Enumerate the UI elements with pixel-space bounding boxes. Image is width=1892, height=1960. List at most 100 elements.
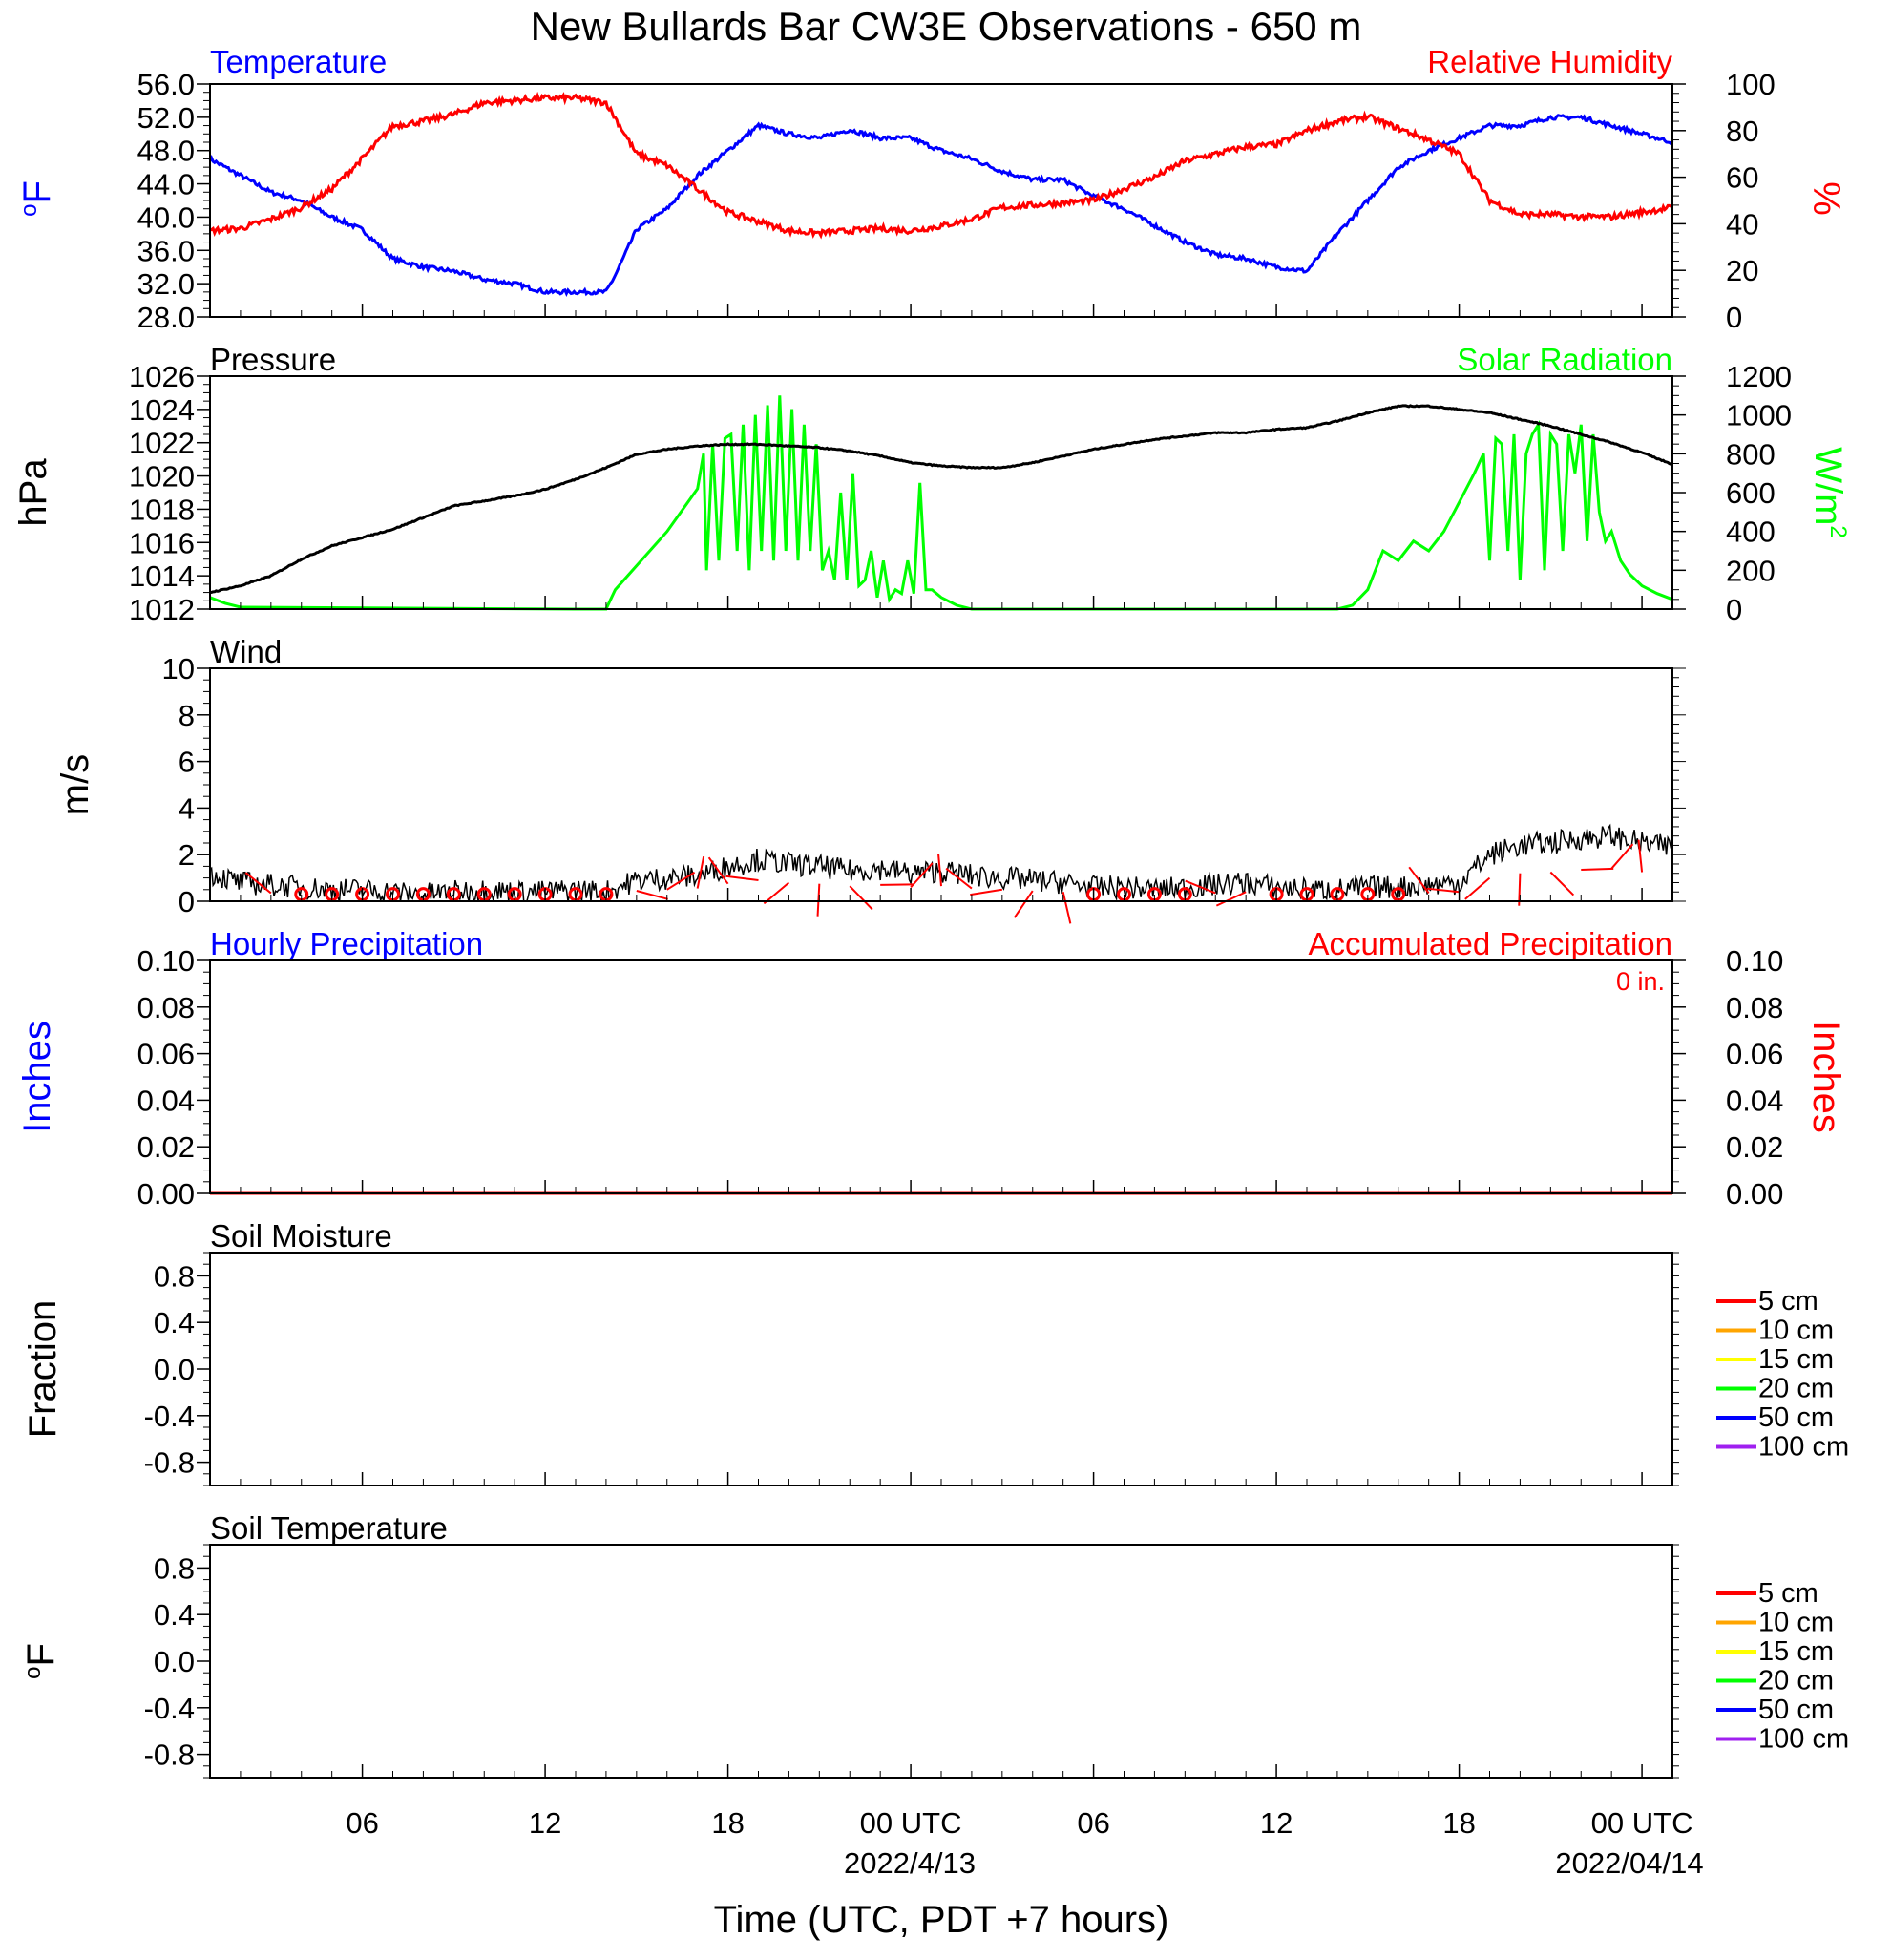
y-tick-label: 10 xyxy=(162,652,195,685)
y-tick-label: 0.0 xyxy=(154,1645,195,1678)
y-tick-label: 56.0 xyxy=(137,68,195,101)
legend-label: 100 cm xyxy=(1758,1724,1849,1755)
y-tick-label: 0.4 xyxy=(154,1306,195,1339)
pressure-panel: Pressure Solar Radiation 102610241022102… xyxy=(12,342,1851,626)
y-tick-label: -0.4 xyxy=(144,1692,195,1725)
wind-barb-staff xyxy=(937,854,942,887)
y-tick-label: 600 xyxy=(1726,476,1776,510)
date-label-1: 2022/4/13 xyxy=(844,1846,976,1880)
y-tick-label: -0.4 xyxy=(144,1400,195,1433)
precip-right-unit-label: Inches xyxy=(1805,1021,1847,1133)
y-tick-label: 1024 xyxy=(129,393,195,427)
wind-barb-staff xyxy=(880,883,914,886)
y-tick-label: 60 xyxy=(1726,161,1758,195)
temperature-title: Temperature xyxy=(210,44,387,79)
y-tick-label: 400 xyxy=(1726,516,1776,549)
wind-barb-staff xyxy=(1215,891,1247,907)
x-axis-tick-labels: 06 12 18 00 UTC 06 12 18 00 UTC xyxy=(209,304,1693,1840)
svg-text:W/m2: W/m2 xyxy=(1807,447,1851,538)
temperature-unit-letter: F xyxy=(16,180,58,203)
temperature-unit-degree: o xyxy=(16,204,42,217)
x-axis-label: Time (UTC, PDT +7 hours) xyxy=(714,1899,1169,1941)
wind-panel: Wind 10 8 6 4 2 0 m/s xyxy=(54,634,1686,924)
soil-temperature-unit-label: oF xyxy=(20,1643,62,1679)
y-tick-label: 0.08 xyxy=(1726,991,1783,1024)
wind-barb-staff xyxy=(816,883,821,917)
wind-barb-staff xyxy=(1062,892,1072,924)
y-tick-label: 0.02 xyxy=(1726,1130,1783,1164)
wind-barb-staff xyxy=(1637,839,1644,873)
temperature-unit-label: oF xyxy=(16,180,58,217)
pressure-title: Pressure xyxy=(210,342,336,377)
wind-barb-staff xyxy=(666,871,696,891)
wind-barb-staff xyxy=(1610,843,1634,870)
y-tick-label: 80 xyxy=(1726,115,1758,148)
y-tick-label: 52.0 xyxy=(137,101,195,135)
y-tick-label: 100 xyxy=(1726,68,1776,101)
wind-barb-staff xyxy=(1013,890,1034,918)
y-tick-label: 1012 xyxy=(129,593,195,626)
precip-plot-frame xyxy=(209,959,1673,1194)
wind-barb-staff xyxy=(707,856,729,885)
y-tick-label: 1018 xyxy=(129,493,195,526)
y-tick-label: 1022 xyxy=(129,427,195,460)
y-tick-label: 0 xyxy=(1726,301,1742,334)
wind-barb-staff xyxy=(1549,871,1575,896)
soil-temperature-left-ticks: 0.8 0.4 0.0 -0.4 -0.8 xyxy=(144,1544,1679,1779)
y-tick-label: 28.0 xyxy=(137,301,195,334)
pressure-series-line xyxy=(209,404,1672,595)
x-tick-label: 00 UTC xyxy=(860,1806,962,1840)
legend-label: 50 cm xyxy=(1758,1695,1834,1725)
y-tick-label: 1020 xyxy=(129,460,195,494)
svg-text:oF: oF xyxy=(16,180,58,217)
wind-title: Wind xyxy=(210,634,282,669)
soil-temperature-title: Soil Temperature xyxy=(210,1510,448,1546)
y-tick-label: 6 xyxy=(179,746,195,779)
y-tick-label: 0.06 xyxy=(1726,1038,1783,1071)
x-tick-label: 06 xyxy=(346,1806,378,1840)
y-tick-label: 0.08 xyxy=(137,991,195,1024)
pressure-right-ticks: 1200 1000 800 600 400 200 0 xyxy=(1672,360,1792,626)
y-tick-label: 48.0 xyxy=(137,135,195,168)
x-tick-label: 06 xyxy=(1077,1806,1109,1840)
y-tick-label: 0.02 xyxy=(137,1130,195,1164)
y-tick-label: 1200 xyxy=(1726,360,1792,393)
solar-unit-base: W/m xyxy=(1807,447,1849,525)
humidity-unit-label: % xyxy=(1805,181,1847,216)
svg-text:oF: oF xyxy=(20,1643,62,1679)
wind-barb-staff xyxy=(1426,887,1460,894)
y-tick-label: -0.8 xyxy=(144,1446,195,1480)
temperature-series-line xyxy=(208,114,1674,298)
temperature-panel: Temperature Relative Humidity 56.052.048… xyxy=(16,44,1847,334)
y-tick-label: 32.0 xyxy=(137,267,195,301)
legend-label: 20 cm xyxy=(1758,1374,1834,1404)
pressure-plot-frame xyxy=(209,375,1673,610)
y-tick-label: -0.8 xyxy=(144,1739,195,1772)
legend-label: 50 cm xyxy=(1758,1402,1834,1433)
wind-barb-staff xyxy=(849,885,873,911)
solar-unit-label: W/m2 xyxy=(1807,447,1851,538)
wind-barb-staff xyxy=(1185,879,1216,895)
solar-series-line xyxy=(209,395,1673,611)
x-tick-label: 12 xyxy=(529,1806,561,1840)
date-label-2: 2022/04/14 xyxy=(1555,1846,1703,1880)
wind-series-line xyxy=(209,823,1673,903)
soil-moisture-unit-label: Fraction xyxy=(22,1300,64,1439)
accum-precip-title: Accumulated Precipitation xyxy=(1308,926,1672,961)
wind-barb-staff xyxy=(696,856,705,889)
temperature-right-ticks: 100 80 60 40 20 0 xyxy=(1672,68,1776,334)
y-tick-label: 4 xyxy=(179,791,195,825)
y-tick-label: 0.04 xyxy=(1726,1084,1783,1117)
precip-left-unit-label: Inches xyxy=(16,1021,58,1133)
y-tick-label: 0.00 xyxy=(137,1177,195,1211)
y-tick-label: 200 xyxy=(1726,554,1776,587)
humidity-series-line xyxy=(209,91,1673,240)
solar-unit-sup: 2 xyxy=(1825,525,1851,537)
wind-barb-staff xyxy=(945,867,973,890)
y-tick-label: 2 xyxy=(179,838,195,872)
legend-label: 15 cm xyxy=(1758,1636,1834,1667)
x-tick-label: 00 UTC xyxy=(1591,1806,1693,1840)
legend-label: 15 cm xyxy=(1758,1344,1834,1375)
